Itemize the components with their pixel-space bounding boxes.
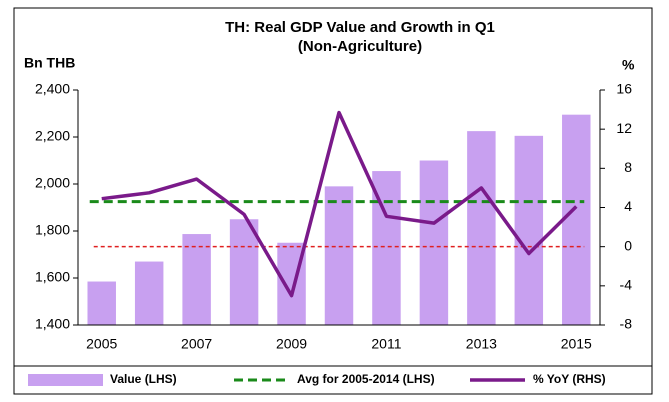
bar <box>419 160 449 325</box>
chart-title: TH: Real GDP Value and Growth in Q1 <box>225 19 495 36</box>
bar <box>87 281 116 325</box>
y-tick-label: 2,000 <box>35 175 70 191</box>
bar <box>467 131 496 325</box>
x-tick-label: 2011 <box>371 336 401 352</box>
y2-axis-label: % <box>622 57 635 73</box>
chart-subtitle: (Non-Agriculture) <box>298 38 422 55</box>
legend-frame <box>13 365 653 395</box>
y2-tick-label: 4 <box>624 198 632 214</box>
bar <box>229 219 259 325</box>
y2-tick-label: 0 <box>624 237 632 253</box>
x-tick-label: 2009 <box>276 336 307 352</box>
bar <box>324 186 354 325</box>
y-tick-label: 1,800 <box>35 222 70 238</box>
y2-tick-label: -4 <box>620 277 633 293</box>
growth-line <box>101 110 578 298</box>
bar <box>514 135 544 325</box>
y2-tick-label: 16 <box>616 81 632 97</box>
bar <box>134 261 164 325</box>
y-tick-label: 1,400 <box>35 316 70 332</box>
y2-tick-label: -8 <box>620 316 633 332</box>
y2-tick-label: 8 <box>624 159 632 175</box>
x-tick-label: 2013 <box>466 336 497 352</box>
y2-tick-label: 12 <box>616 120 632 136</box>
bar <box>562 114 591 325</box>
x-tick-label: 2015 <box>561 336 592 352</box>
legend-label: Value (LHS) <box>110 372 177 386</box>
x-tick-label: 2007 <box>181 336 212 352</box>
legend-swatch <box>28 374 103 386</box>
legend-label: Avg for 2005-2014 (LHS) <box>297 372 435 386</box>
y-tick-label: 2,400 <box>35 81 70 97</box>
bar <box>182 234 211 325</box>
y-tick-label: 2,200 <box>35 128 70 144</box>
y-tick-label: 1,600 <box>35 269 70 285</box>
y-axis-label: Bn THB <box>24 55 75 71</box>
legend-label: % YoY (RHS) <box>533 372 606 386</box>
x-tick-label: 2005 <box>86 336 117 352</box>
